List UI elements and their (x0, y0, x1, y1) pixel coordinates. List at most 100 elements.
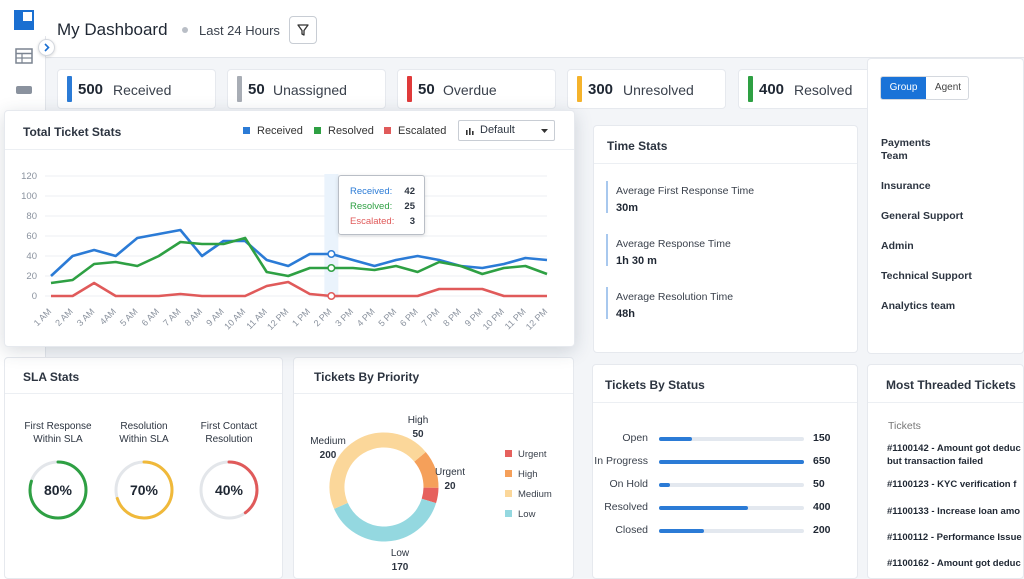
priority-legend-swatch (505, 490, 512, 497)
time-range-label: Last 24 Hours (199, 23, 280, 38)
group-item[interactable]: Payments Team (881, 137, 931, 162)
total-stats-title: Total Ticket Stats (23, 125, 122, 139)
hover-point-resolved[interactable] (327, 263, 336, 273)
x-tick-label: 4AM (98, 306, 118, 326)
priority-legend-label: High (518, 469, 538, 480)
donut-slice-high[interactable] (414, 451, 439, 489)
stat-label: Resolved (794, 82, 853, 98)
group-item[interactable]: Insurance (881, 180, 931, 192)
tooltip-resolved-value: 25 (404, 201, 415, 212)
callout-medium-name: Medium (310, 436, 346, 447)
tab-agent[interactable]: Agent (934, 82, 962, 93)
priority-legend-label: Urgent (518, 449, 547, 460)
time-stat-divider (606, 287, 608, 319)
legend-received[interactable]: Received (243, 125, 303, 137)
sla-gauge (28, 460, 88, 520)
y-tick-label: 120 (21, 171, 37, 182)
sidebar-expand-button[interactable] (38, 39, 55, 56)
callout-urgent-name: Urgent (435, 467, 465, 478)
donut-slice-low[interactable] (334, 498, 437, 542)
stat-card-received[interactable]: 500 Received (57, 69, 216, 109)
ticket-link[interactable]: #1100133 - Increase loan amo (887, 506, 1021, 517)
status-bar-track (659, 483, 804, 487)
tickets-by-status-card: Tickets By Status Open 150 In Progress 650 O… (592, 364, 858, 579)
group-tabs: Group Agent (880, 76, 969, 100)
stat-accent-bar (237, 76, 242, 102)
stat-card-unresolved[interactable]: 300 Unresolved (567, 69, 726, 109)
table-icon[interactable] (15, 48, 33, 64)
callout-high-name: High (408, 415, 429, 426)
stat-accent-bar (748, 76, 753, 102)
status-bar-fill (659, 506, 748, 510)
filter-icon (297, 24, 309, 36)
total-ticket-stats-card: Total Ticket Stats Received Resolved Esc… (4, 110, 575, 347)
top-header (0, 0, 1024, 58)
sla-value: 80% (43, 482, 73, 498)
stat-card-overdue[interactable]: 50 Overdue (397, 69, 556, 109)
callout-medium-value: 200 (320, 450, 337, 461)
series-line-resolved[interactable] (50, 236, 548, 285)
x-tick-label: 3 AM (75, 306, 97, 328)
chevron-down-icon (541, 129, 548, 133)
chart-view-dropdown[interactable]: Default (458, 120, 555, 141)
ticket-link[interactable]: #1100142 - Amount got deduc (887, 443, 1021, 454)
bar-chart-icon (466, 128, 474, 135)
app-logo[interactable] (14, 10, 34, 30)
sidebar-item-icon[interactable] (16, 86, 32, 94)
x-tick-label: 6 AM (140, 306, 162, 328)
hover-point-escalated[interactable] (327, 291, 336, 301)
group-item[interactable]: Admin (881, 240, 914, 252)
x-tick-label: 12 PM (524, 306, 549, 331)
sla-label: First Contact Resolution (200, 421, 258, 445)
legend-escalated[interactable]: Escalated (384, 125, 446, 137)
ticket-link[interactable]: #1100123 - KYC verification f (887, 479, 1017, 490)
callout-low-value: 170 (392, 562, 409, 573)
priority-donut-chart: High 50 Urgent 20 Medium 200 Low 170 Urgent High M… (310, 415, 552, 573)
stat-label: Received (113, 82, 172, 98)
x-tick-label: 11 AM (244, 306, 269, 331)
filter-button[interactable] (289, 16, 317, 44)
donut-slice-medium[interactable] (329, 432, 426, 509)
tooltip-escalated-value: 3 (409, 216, 415, 227)
stat-value: 50 (418, 81, 435, 98)
time-stats-card: Time Stats Average First Response Time 30… (593, 125, 858, 353)
sla-title: SLA Stats (23, 370, 80, 384)
stat-accent-bar (407, 76, 412, 102)
hover-point-received[interactable] (327, 249, 336, 259)
hover-column (324, 174, 339, 298)
group-item[interactable]: General Support (881, 210, 964, 222)
time-stat-label: Average Resolution Time (616, 291, 734, 303)
ticket-link[interactable]: #1100112 - Performance Issue (887, 532, 1022, 543)
status-bar-track (659, 529, 804, 533)
time-stat-divider (606, 234, 608, 266)
x-tick-label: 4 PM (355, 306, 377, 328)
time-stat-divider (606, 181, 608, 213)
stat-card-unassigned[interactable]: 50 Unassigned (227, 69, 386, 109)
tab-group[interactable]: Group (881, 77, 926, 99)
group-item[interactable]: Analytics team (881, 300, 956, 312)
priority-title: Tickets By Priority (314, 370, 420, 384)
ticket-link[interactable]: #1100162 - Amount got deduc (887, 558, 1021, 569)
tooltip-received-value: 42 (404, 186, 415, 197)
status-value: 200 (813, 524, 831, 536)
series-line-escalated[interactable] (51, 280, 547, 298)
callout-high-value: 50 (412, 429, 424, 440)
donut-slice-urgent[interactable] (421, 487, 439, 504)
status-bar-fill (659, 483, 670, 487)
status-bar-fill (659, 529, 704, 533)
tickets-by-priority-card: Tickets By Priority High 50 Urgent 20 Medium… (293, 357, 574, 579)
group-item[interactable]: Technical Support (881, 270, 972, 282)
x-tick-label: 10 PM (481, 306, 506, 331)
tooltip-escalated-label: Escalated: (350, 216, 395, 227)
legend-resolved[interactable]: Resolved (314, 125, 374, 137)
sla-label: First Response Within SLA (24, 421, 92, 445)
priority-legend-label: Medium (518, 489, 552, 500)
x-tick-label: 5 AM (118, 306, 140, 328)
chevron-right-icon (44, 43, 50, 52)
sla-stats-card: SLA Stats First Response Within SLA 80% Re… (4, 357, 283, 579)
status-title: Tickets By Status (605, 378, 705, 392)
stat-value: 500 (78, 81, 104, 98)
stat-value: 400 (759, 81, 785, 98)
x-tick-label: 12 PM (265, 306, 290, 331)
